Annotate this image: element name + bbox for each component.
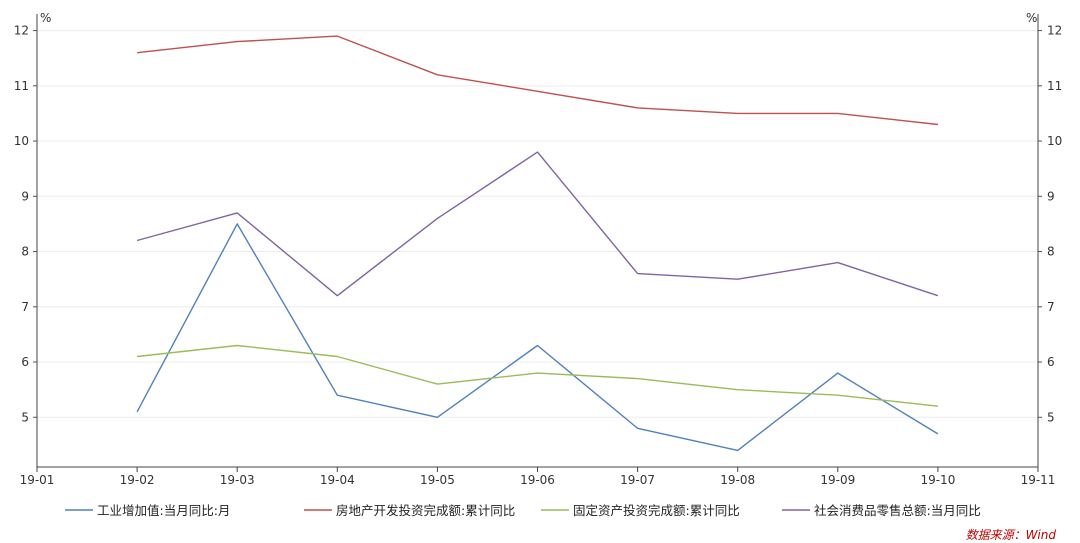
y-tick-label-right: 11 bbox=[1047, 79, 1062, 93]
x-tick-label: 19-05 bbox=[420, 473, 455, 487]
x-tick-label: 19-01 bbox=[20, 473, 55, 487]
y-tick-label-left: 8 bbox=[21, 245, 29, 259]
x-tick-label: 19-10 bbox=[920, 473, 955, 487]
y-axis-right-unit: % bbox=[1026, 11, 1037, 25]
data-source-note: 数据来源：Wind bbox=[966, 528, 1057, 542]
y-tick-label-right: 7 bbox=[1047, 300, 1055, 314]
y-tick-label-left: 7 bbox=[21, 300, 29, 314]
x-tick-label: 19-06 bbox=[520, 473, 555, 487]
x-tick-label: 19-02 bbox=[120, 473, 155, 487]
legend-label-1: 工业增加值:当月同比:月 bbox=[97, 503, 230, 518]
x-tick-label: 19-09 bbox=[820, 473, 855, 487]
axis-layer: 5 5 6 6 7 7 8 8 9 9 10 10 11 11 12 12 19-01 19-02 19-03 19-… bbox=[14, 14, 1062, 487]
x-tick-label: 19-04 bbox=[320, 473, 355, 487]
legend-label-3: 固定资产投资完成额:累计同比 bbox=[573, 503, 740, 518]
y-tick-label-right: 5 bbox=[1047, 410, 1055, 424]
y-tick-label-right: 9 bbox=[1047, 189, 1055, 203]
series-line-2 bbox=[137, 35, 938, 126]
y-tick-label-left: 12 bbox=[14, 24, 29, 38]
series-line-4 bbox=[136, 151, 939, 297]
y-tick-label-right: 10 bbox=[1047, 134, 1062, 148]
legend-label-4: 社会消费品零售总额:当月同比 bbox=[814, 503, 981, 518]
x-tick-label: 19-07 bbox=[620, 473, 655, 487]
y-tick-label-left: 6 bbox=[21, 355, 29, 369]
x-tick-label: 19-03 bbox=[220, 473, 255, 487]
x-tick-label: 19-11 bbox=[1021, 473, 1056, 487]
y-tick-label-left: 5 bbox=[21, 410, 29, 424]
x-tick-label: 19-08 bbox=[720, 473, 755, 487]
series-layer bbox=[136, 35, 939, 452]
y-tick-label-right: 6 bbox=[1047, 355, 1055, 369]
y-axis-left-unit: % bbox=[40, 11, 51, 25]
series-line-1 bbox=[136, 223, 939, 452]
series-line-3 bbox=[137, 344, 938, 407]
y-tick-label-left: 11 bbox=[14, 79, 29, 93]
y-tick-label-left: 9 bbox=[21, 189, 29, 203]
legend: 工业增加值:当月同比:月 房地产开发投资完成额:累计同比 固定资产投资完成额:累计同… bbox=[65, 503, 981, 518]
y-tick-label-left: 10 bbox=[14, 134, 29, 148]
y-tick-label-right: 8 bbox=[1047, 245, 1055, 259]
legend-label-2: 房地产开发投资完成额:累计同比 bbox=[336, 503, 515, 518]
y-tick-label-right: 12 bbox=[1047, 24, 1062, 38]
grid-layer bbox=[37, 30, 1038, 418]
